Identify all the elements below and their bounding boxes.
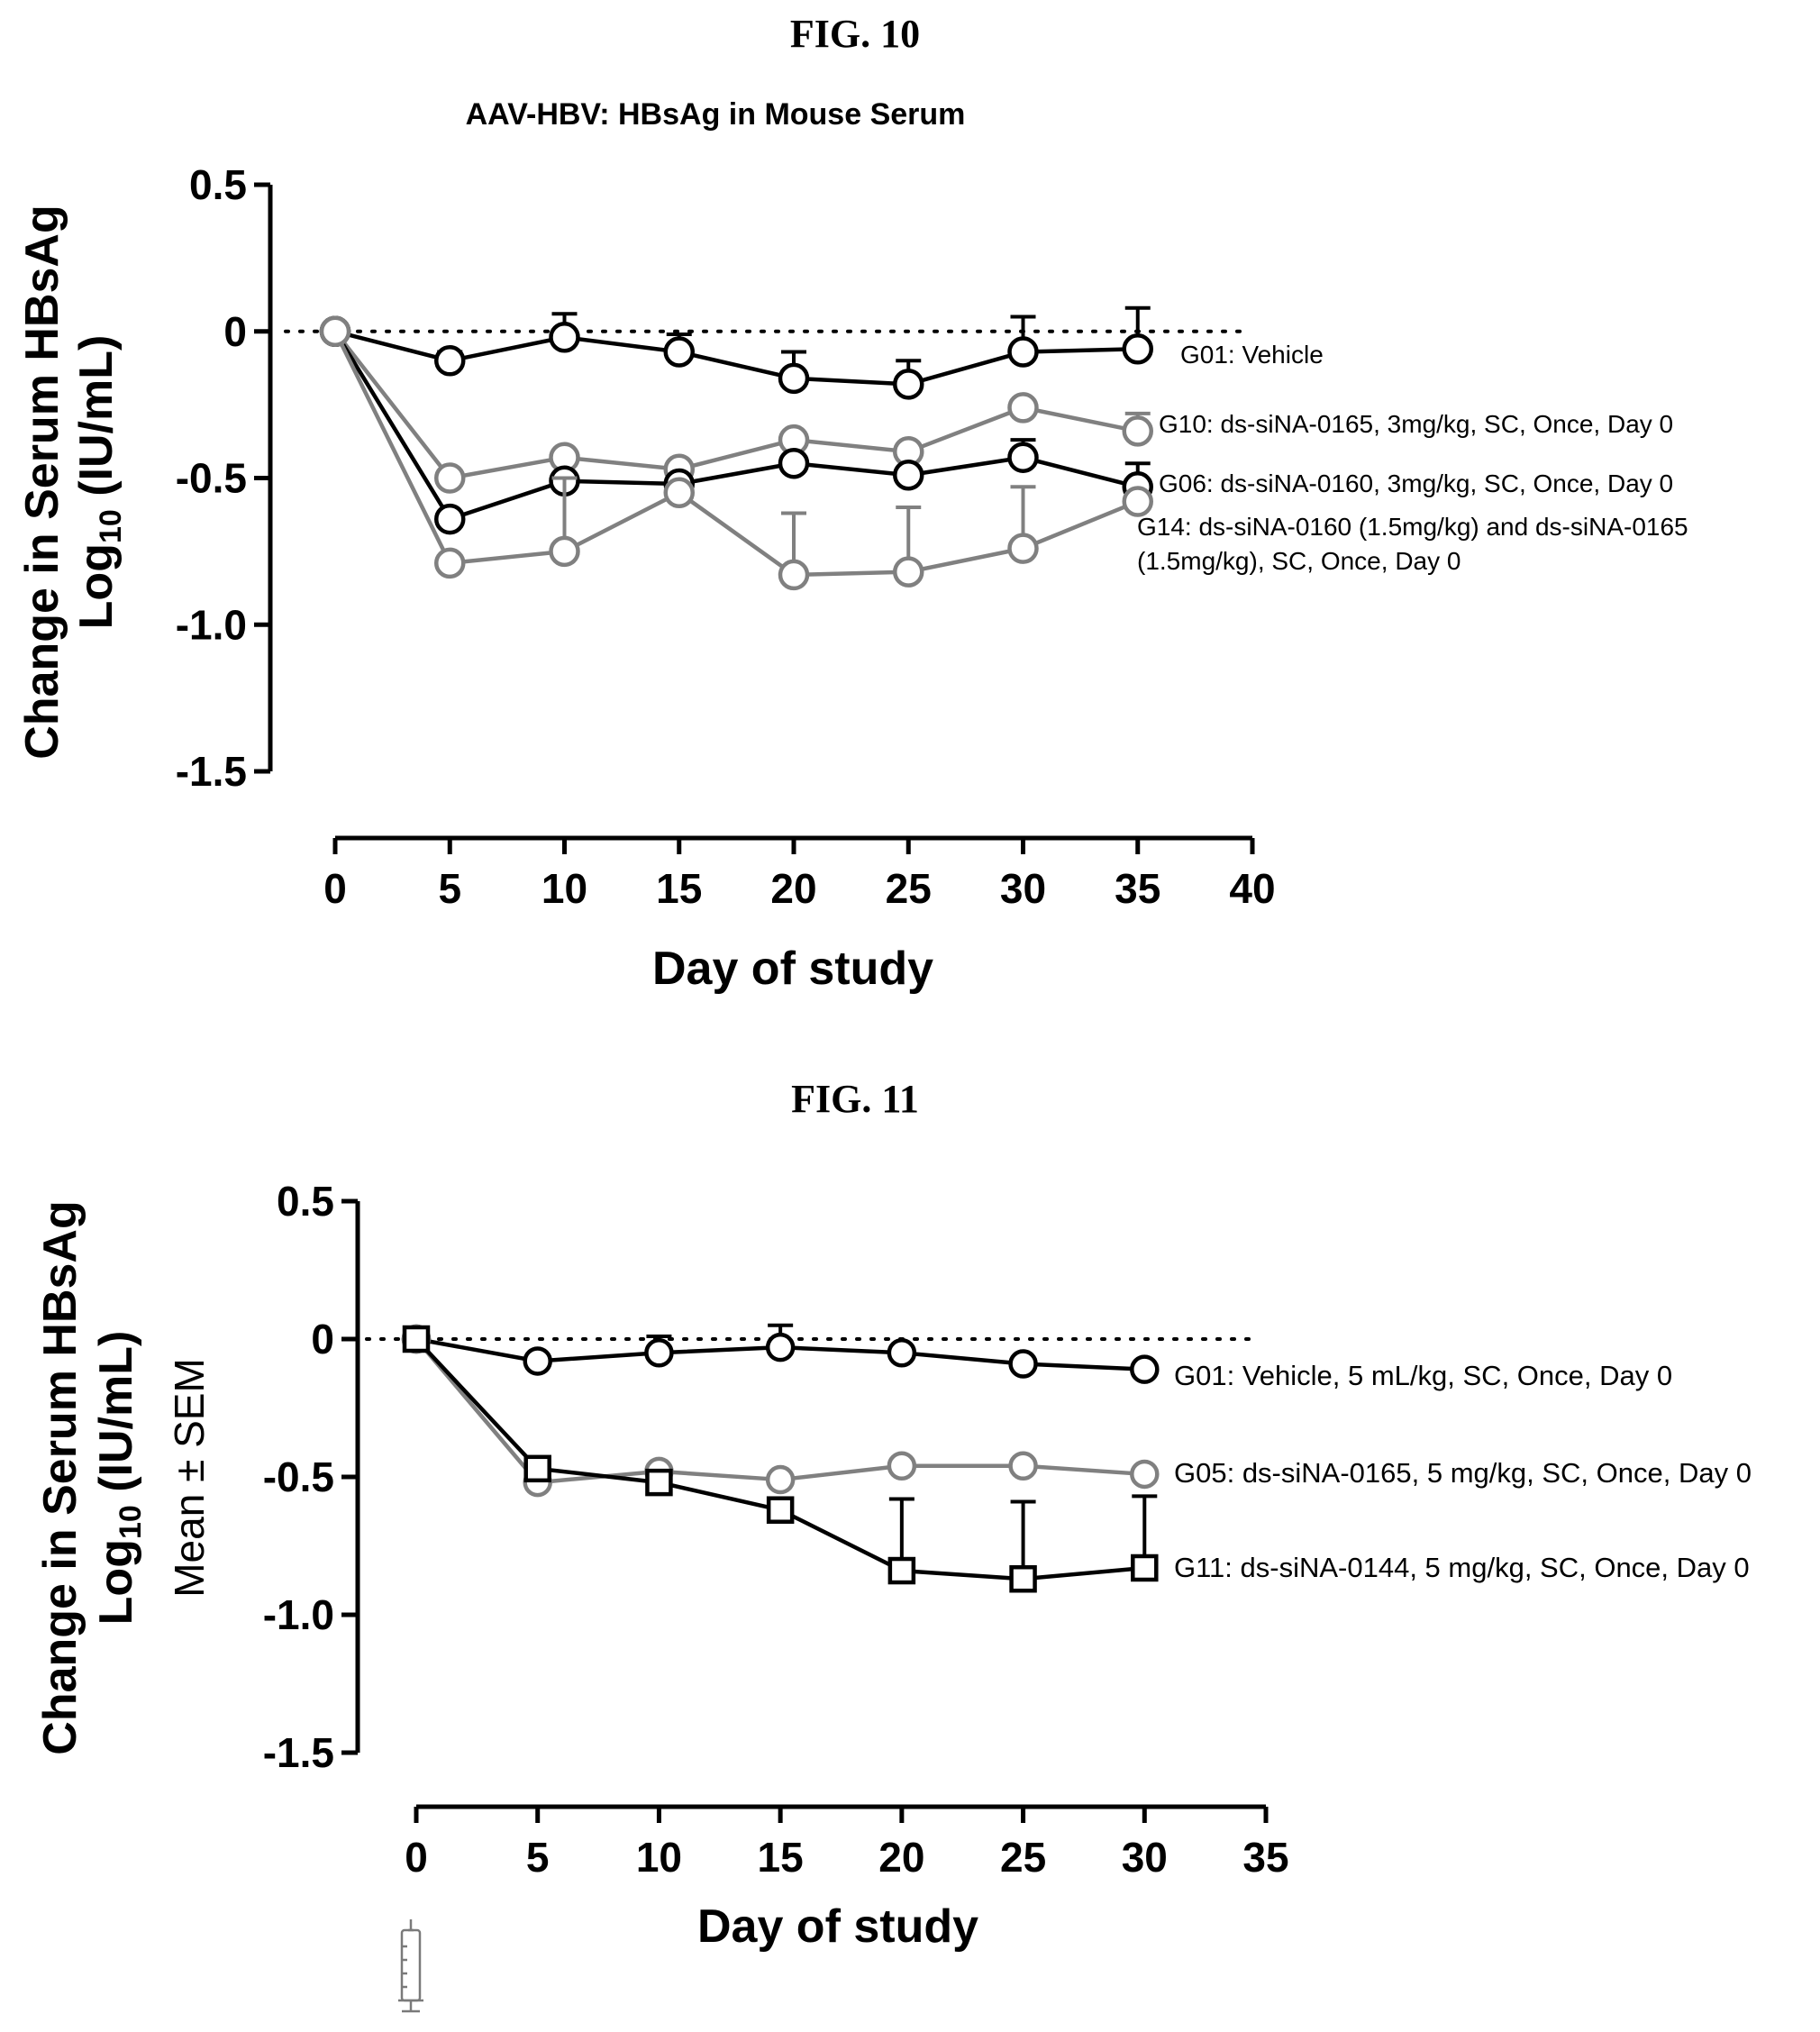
fig11-x-tick-label: 20 (878, 1834, 924, 1881)
fig10-series-line (333, 330, 1139, 480)
fig11-data-point (402, 1325, 431, 1353)
fig10-title: AAV-HBV: HBsAg in Mouse Serum (466, 97, 966, 132)
fig10-series-line (333, 330, 1139, 522)
fig11-label: FIG. 11 (791, 1077, 919, 1121)
fig10-data-point (893, 369, 924, 400)
fig10-label: FIG. 10 (790, 12, 920, 56)
fig10-data-point (893, 459, 924, 491)
fig11-data-point (1130, 1354, 1160, 1384)
fig10-x-tick-label: 20 (770, 865, 816, 912)
fig11-ylabel-line3: Mean ± SEM (166, 1358, 213, 1598)
fig10-data-point (663, 336, 695, 368)
fig10-data-point (778, 362, 810, 395)
fig11-data-point (1008, 1451, 1038, 1481)
fig11-y-tick-label: -1.0 (263, 1591, 334, 1638)
fig10-legend-g01: G01: Vehicle (1180, 341, 1324, 369)
fig11-data-point (1131, 1554, 1159, 1582)
fig10-ylabel-line2: Log10 (IU/mL) (70, 335, 128, 630)
fig10-series-line (332, 330, 1139, 578)
fig11-data-point (523, 1346, 552, 1376)
fig11-data-point (765, 1332, 796, 1362)
fig11-data-point (887, 1556, 916, 1585)
fig10-ylabel-line1: Change in Serum HBsAg (16, 205, 68, 759)
fig10-y-tick-label: 0.5 (189, 161, 247, 208)
fig10-legend-g14-line2: (1.5mg/kg), SC, Once, Day 0 (1137, 547, 1461, 575)
fig11-series-2 (402, 1325, 1159, 1593)
syringe-icon (398, 1919, 423, 2013)
fig10-chart: 0.5 0 -0.5 -1.0 -1.5 0 5 10 15 20 25 30 35 40 (176, 161, 1276, 912)
fig11-x-tick-label: 30 (1122, 1834, 1168, 1881)
fig11-data-point (1008, 1349, 1038, 1379)
fig11-data-point (887, 1451, 917, 1481)
fig11-x-tick-label: 35 (1242, 1834, 1288, 1881)
fig10-x-tick-label: 30 (1000, 865, 1046, 912)
fig10-x-tick-label: 15 (656, 865, 702, 912)
fig10-legend-g14-line1: G14: ds-siNA-0160 (1.5mg/kg) and ds-siNA… (1137, 513, 1688, 541)
fig10-data-point (893, 556, 924, 588)
fig11-legend-g01: G01: Vehicle, 5 mL/kg, SC, Once, Day 0 (1174, 1360, 1672, 1391)
fig10-data-point (434, 345, 466, 377)
fig10-series-line (334, 329, 1138, 387)
fig11-legend-g05: G05: ds-siNA-0165, 5 mg/kg, SC, Once, Da… (1174, 1457, 1752, 1489)
fig11-data-point (645, 1468, 673, 1497)
fig10-y-tick-label: -0.5 (176, 455, 247, 502)
fig10-y-tick-label: -1.5 (176, 748, 247, 795)
fig11-x-tick-label: 25 (1000, 1834, 1046, 1881)
fig11-y-tick-label: 0 (311, 1316, 334, 1362)
fig11-ylabel-line2: Log10 (IU/mL) (90, 1331, 148, 1626)
fig10-series-3 (319, 315, 1153, 591)
fig10-data-point (778, 447, 810, 479)
fig10-data-point (434, 547, 466, 579)
fig11-chart: 0.5 0 -0.5 -1.0 -1.5 0 5 10 15 20 25 30 35 (263, 1178, 1289, 1881)
fig10-data-point (1122, 333, 1153, 365)
fig11-x-tick-label: 0 (405, 1834, 428, 1881)
fig10-data-point (663, 477, 695, 509)
fig10-data-point (1007, 392, 1039, 424)
fig10-series-0 (319, 305, 1153, 400)
fig11-series-0 (401, 1323, 1160, 1384)
fig10-x-tick-label: 10 (541, 865, 587, 912)
fig10-data-point (434, 462, 466, 494)
fig11-y-axis-title: Change in Serum HBsAg Log10 (IU/mL) Mean… (34, 1200, 213, 1754)
fig11-ylabel-line1: Change in Serum HBsAg (34, 1200, 86, 1754)
fig10-y-axis-title: Change in Serum HBsAg Log10 (IU/mL) (16, 205, 128, 759)
fig11-legend-g11: G11: ds-siNA-0144, 5 mg/kg, SC, Once, Da… (1174, 1552, 1750, 1583)
fig11-data-point (523, 1454, 551, 1483)
fig10-x-tick-label: 40 (1229, 865, 1275, 912)
fig10-data-point (1122, 486, 1153, 517)
fig10-data-point (434, 503, 466, 535)
fig11-y-tick-label: -1.5 (263, 1729, 334, 1776)
fig11-data-point (644, 1338, 674, 1368)
fig11-x-tick-label: 5 (526, 1834, 550, 1881)
fig10-x-tick-label: 5 (438, 865, 461, 912)
fig10-data-point (319, 315, 351, 347)
fig11-data-point (1009, 1564, 1037, 1593)
fig10-data-point (1007, 442, 1039, 473)
fig10-data-point (1007, 533, 1039, 564)
fig10-x-tick-label: 25 (886, 865, 932, 912)
fig11-data-point (1130, 1459, 1160, 1490)
fig11-y-tick-label: 0.5 (277, 1178, 334, 1225)
fig11-data-point (765, 1464, 796, 1495)
fig10-x-tick-label: 0 (323, 865, 347, 912)
fig10-data-point (549, 322, 580, 353)
fig10-legend-g10: G10: ds-siNA-0165, 3mg/kg, SC, Once, Day… (1159, 410, 1673, 438)
fig11-y-tick-label: -0.5 (263, 1453, 334, 1500)
fig11-data-point (766, 1496, 795, 1524)
fig10-x-axis-title: Day of study (652, 943, 933, 995)
fig10-data-point (549, 535, 580, 568)
fig10-x-tick-label: 35 (1115, 865, 1160, 912)
fig10-y-tick-label: 0 (223, 308, 247, 355)
fig10-data-point (1007, 336, 1039, 368)
fig11-x-tick-label: 15 (758, 1834, 804, 1881)
fig10-y-tick-label: -1.0 (176, 601, 247, 648)
fig10-legend-g06: G06: ds-siNA-0160, 3mg/kg, SC, Once, Day… (1159, 469, 1673, 497)
fig11-x-axis-title: Day of study (697, 1900, 978, 1953)
fig11-data-point (887, 1338, 917, 1368)
fig10-data-point (778, 559, 810, 591)
fig11-x-tick-label: 10 (636, 1834, 682, 1881)
fig10-data-point (1122, 415, 1153, 447)
